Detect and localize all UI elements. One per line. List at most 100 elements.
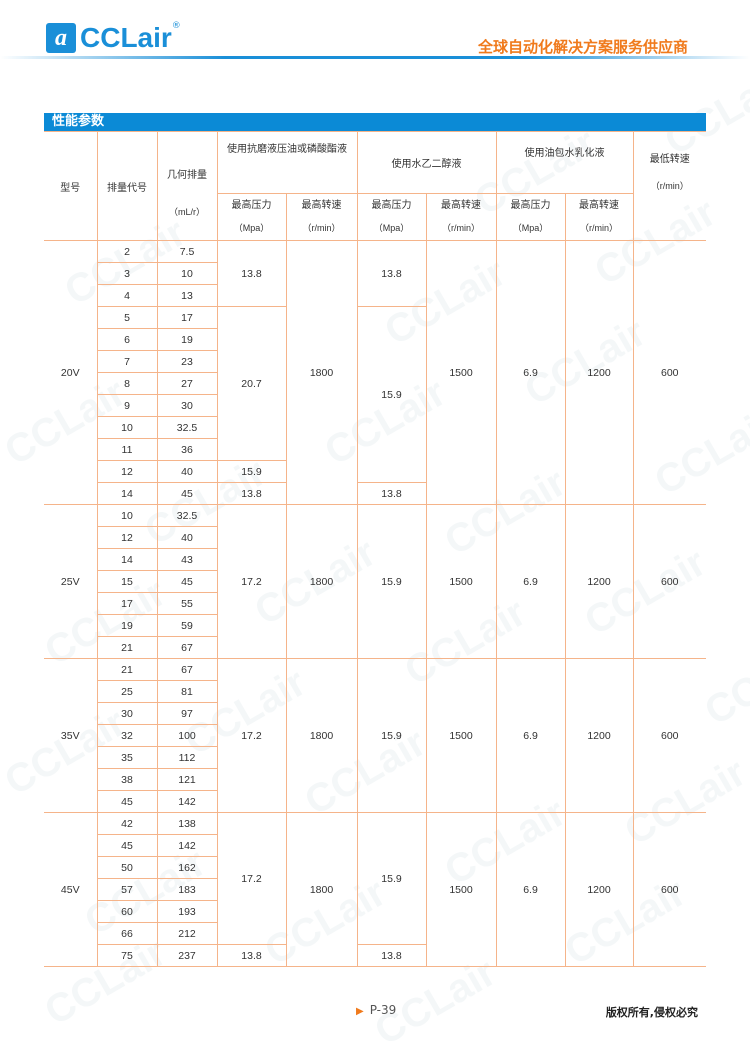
header-divider	[0, 56, 750, 59]
header-fluid1: 使用抗磨液压油或磷酸酯液	[216, 131, 358, 194]
displacement-cell: 55	[156, 592, 217, 615]
s3-cell: 1200	[564, 812, 634, 967]
table-row: 7 23	[44, 350, 706, 373]
table-row: 30 97	[44, 702, 706, 725]
displacement-cell: 45	[156, 570, 217, 593]
table-row: 8 27	[44, 372, 706, 395]
logo-text: CCLair	[80, 22, 172, 53]
code-cell: 75	[97, 944, 158, 967]
s3-cell: 1200	[564, 658, 634, 813]
p2-cell: 15.9	[356, 504, 427, 659]
code-cell: 25	[97, 680, 158, 703]
p3-cell: 6.9	[495, 240, 566, 505]
code-cell: 19	[97, 614, 158, 637]
table-row: 25V 10 32.5 17.2 1800 15.9 1500 6.9 1200 600	[44, 504, 706, 659]
code-cell: 32	[97, 724, 158, 747]
s1-cell: 1800	[285, 504, 358, 659]
s2-cell: 1500	[425, 504, 497, 659]
code-cell: 14	[97, 482, 158, 505]
code-cell: 21	[96, 658, 158, 681]
table-row: 19 59	[44, 614, 706, 637]
subheader-speed-1: 最高转速 （r/min）	[285, 193, 358, 241]
s2-cell: 1500	[425, 812, 497, 967]
code-cell: 50	[97, 856, 158, 879]
code-cell: 45	[97, 834, 158, 857]
min-cell: 600	[632, 812, 706, 967]
logo: a CCLair ®	[46, 21, 181, 54]
p1-cell: 20.7	[216, 306, 287, 461]
displacement-cell: 10	[156, 262, 217, 285]
subheader-unit: （r/min）	[580, 222, 618, 233]
subheader-label: 最高压力	[231, 199, 272, 211]
header-fluid3: 使用油包水乳化液	[495, 131, 634, 194]
page-label: P-39	[369, 1003, 397, 1017]
table-row: 9 30	[44, 394, 706, 417]
s1-cell: 1800	[285, 812, 358, 967]
displacement-cell: 100	[156, 724, 217, 747]
p2-cell: 15.9	[356, 658, 427, 813]
header-displacement-label: 几何排量	[167, 170, 207, 181]
subheader-speed-3: 最高转速 （r/min）	[564, 193, 633, 241]
code-cell: 45	[97, 790, 158, 813]
code-cell: 11	[97, 438, 158, 461]
code-cell: 12	[97, 460, 158, 483]
subheader-unit: （r/min）	[302, 222, 341, 233]
displacement-cell: 40	[156, 526, 217, 549]
displacement-cell: 112	[156, 746, 217, 769]
table-row: 14 45 13.8 13.8	[44, 482, 706, 505]
table-row: 38 121	[44, 768, 706, 791]
code-cell: 57	[97, 878, 158, 901]
table-row: 75 237 13.8 13.8	[44, 944, 706, 967]
p1-cell: 17.2	[216, 658, 287, 813]
code-cell: 60	[97, 900, 158, 923]
subheader-label: 最高转速	[441, 199, 481, 211]
performance-table: 型号 排量代号 几何排量 （mL/r） 使用抗磨液压油或磷酸酯液 使用水乙二醇液…	[44, 131, 706, 967]
subheader-pressure-1: 最高压力 （Mpa）	[217, 193, 287, 241]
displacement-cell: 40	[156, 460, 218, 483]
copyright: 版权所有,侵权必究	[605, 1006, 698, 1019]
code-cell: 7	[97, 350, 158, 373]
subheader-unit: （Mpa）	[373, 222, 410, 233]
displacement-cell: 19	[156, 328, 217, 351]
subheader-label: 最高转速	[301, 199, 342, 211]
p1-cell: 17.2	[216, 504, 287, 659]
table-row: 3 10	[44, 262, 706, 285]
table-row: 35V 21 67 17.2 1800 15.9 1500 6.9 1200 600	[44, 658, 706, 813]
code-cell: 30	[97, 702, 158, 725]
registered-icon: ®	[171, 21, 181, 31]
code-cell: 15	[97, 570, 158, 593]
code-cell: 9	[97, 394, 158, 417]
triangle-right-icon: ▶	[356, 1006, 364, 1017]
model-cell: 45V	[44, 812, 98, 967]
displacement-cell: 97	[156, 702, 217, 725]
table-row: 4 13	[44, 284, 706, 307]
displacement-cell: 13	[156, 284, 217, 307]
p2-cell: 15.9	[356, 812, 427, 945]
section-title: 性能参数	[44, 113, 706, 131]
header-fluid2: 使用水乙二醇液	[356, 131, 497, 194]
code-cell: 14	[97, 548, 158, 571]
table-row: 5 17 20.7 15.9	[44, 306, 706, 483]
s3-cell: 1200	[564, 504, 634, 659]
header-min-speed-label: 最低转速	[649, 153, 690, 165]
s1-cell: 1800	[285, 658, 358, 813]
min-cell: 600	[632, 658, 706, 813]
subheader-pressure-3: 最高压力 （Mpa）	[495, 193, 566, 241]
code-cell: 2	[96, 240, 158, 263]
subheader-speed-2: 最高转速 （r/min）	[425, 193, 497, 241]
code-cell: 3	[97, 262, 158, 285]
p3-cell: 6.9	[495, 504, 566, 659]
code-cell: 5	[97, 306, 158, 329]
displacement-cell: 142	[156, 790, 217, 813]
code-cell: 42	[96, 812, 158, 835]
p3-cell: 6.9	[495, 658, 566, 813]
code-cell: 12	[97, 526, 158, 549]
displacement-cell: 193	[156, 900, 217, 923]
subheader-pressure-2: 最高压力 （Mpa）	[356, 193, 427, 241]
p3-cell: 6.9	[495, 812, 566, 967]
header-model: 型号	[44, 131, 98, 241]
subheader-label: 最高压力	[510, 199, 551, 211]
header-code: 排量代号	[96, 131, 158, 241]
s3-cell: 1200	[564, 240, 634, 505]
table-row: 45V 42 138 17.2 1800 15.9 1500 6.9 1200 600	[44, 812, 706, 967]
